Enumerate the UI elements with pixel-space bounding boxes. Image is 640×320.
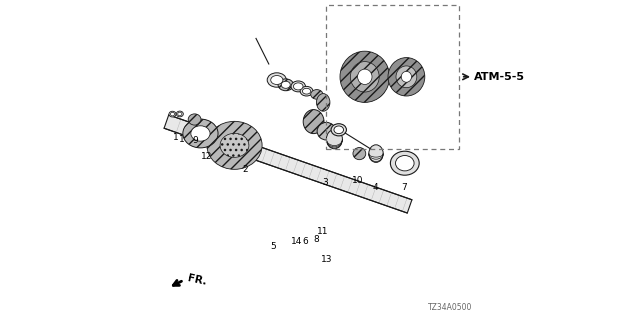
- Ellipse shape: [326, 130, 342, 149]
- Ellipse shape: [369, 145, 383, 163]
- Ellipse shape: [207, 121, 262, 169]
- Ellipse shape: [316, 93, 330, 111]
- Ellipse shape: [317, 123, 335, 140]
- Text: 7: 7: [401, 183, 406, 192]
- Ellipse shape: [268, 73, 287, 87]
- Text: 3: 3: [322, 178, 328, 187]
- Ellipse shape: [302, 88, 311, 94]
- Text: ATM-5-5: ATM-5-5: [474, 72, 525, 82]
- Ellipse shape: [293, 83, 303, 90]
- Text: 1: 1: [179, 135, 184, 144]
- Text: 1: 1: [173, 133, 179, 142]
- Text: 13: 13: [321, 255, 333, 264]
- Ellipse shape: [170, 112, 175, 116]
- Ellipse shape: [311, 90, 323, 99]
- Ellipse shape: [396, 156, 414, 171]
- Ellipse shape: [353, 148, 366, 160]
- Ellipse shape: [351, 61, 380, 92]
- Ellipse shape: [220, 133, 249, 157]
- Text: 12: 12: [201, 152, 212, 161]
- Ellipse shape: [388, 58, 425, 96]
- Ellipse shape: [396, 66, 417, 88]
- Ellipse shape: [191, 126, 210, 141]
- Text: 8: 8: [314, 236, 319, 244]
- Text: 4: 4: [372, 183, 378, 192]
- Text: TZ34A0500: TZ34A0500: [428, 303, 472, 312]
- Text: 14: 14: [291, 237, 303, 246]
- Ellipse shape: [390, 151, 419, 175]
- Ellipse shape: [282, 81, 291, 88]
- Polygon shape: [164, 115, 412, 213]
- Text: FR.: FR.: [187, 273, 207, 287]
- Ellipse shape: [331, 124, 346, 136]
- Text: 10: 10: [352, 176, 363, 185]
- Text: 11: 11: [317, 228, 328, 236]
- Text: 6: 6: [303, 237, 308, 246]
- Ellipse shape: [178, 112, 182, 116]
- Ellipse shape: [169, 111, 176, 117]
- Ellipse shape: [334, 126, 344, 134]
- Text: 2: 2: [242, 165, 248, 174]
- Ellipse shape: [303, 109, 324, 134]
- Ellipse shape: [188, 114, 201, 125]
- Ellipse shape: [291, 81, 305, 92]
- Ellipse shape: [340, 51, 390, 102]
- Ellipse shape: [278, 79, 293, 91]
- Ellipse shape: [300, 86, 313, 96]
- Bar: [326, 5, 460, 149]
- Text: 5: 5: [271, 242, 276, 251]
- Ellipse shape: [401, 71, 412, 82]
- Ellipse shape: [358, 69, 372, 84]
- Text: 9: 9: [193, 136, 198, 145]
- Ellipse shape: [271, 76, 283, 84]
- Ellipse shape: [176, 111, 183, 117]
- Ellipse shape: [183, 119, 218, 148]
